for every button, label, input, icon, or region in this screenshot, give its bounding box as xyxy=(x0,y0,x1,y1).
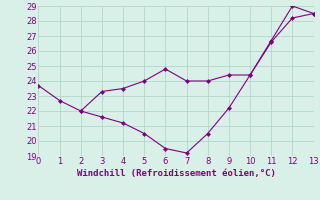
X-axis label: Windchill (Refroidissement éolien,°C): Windchill (Refroidissement éolien,°C) xyxy=(76,169,276,178)
